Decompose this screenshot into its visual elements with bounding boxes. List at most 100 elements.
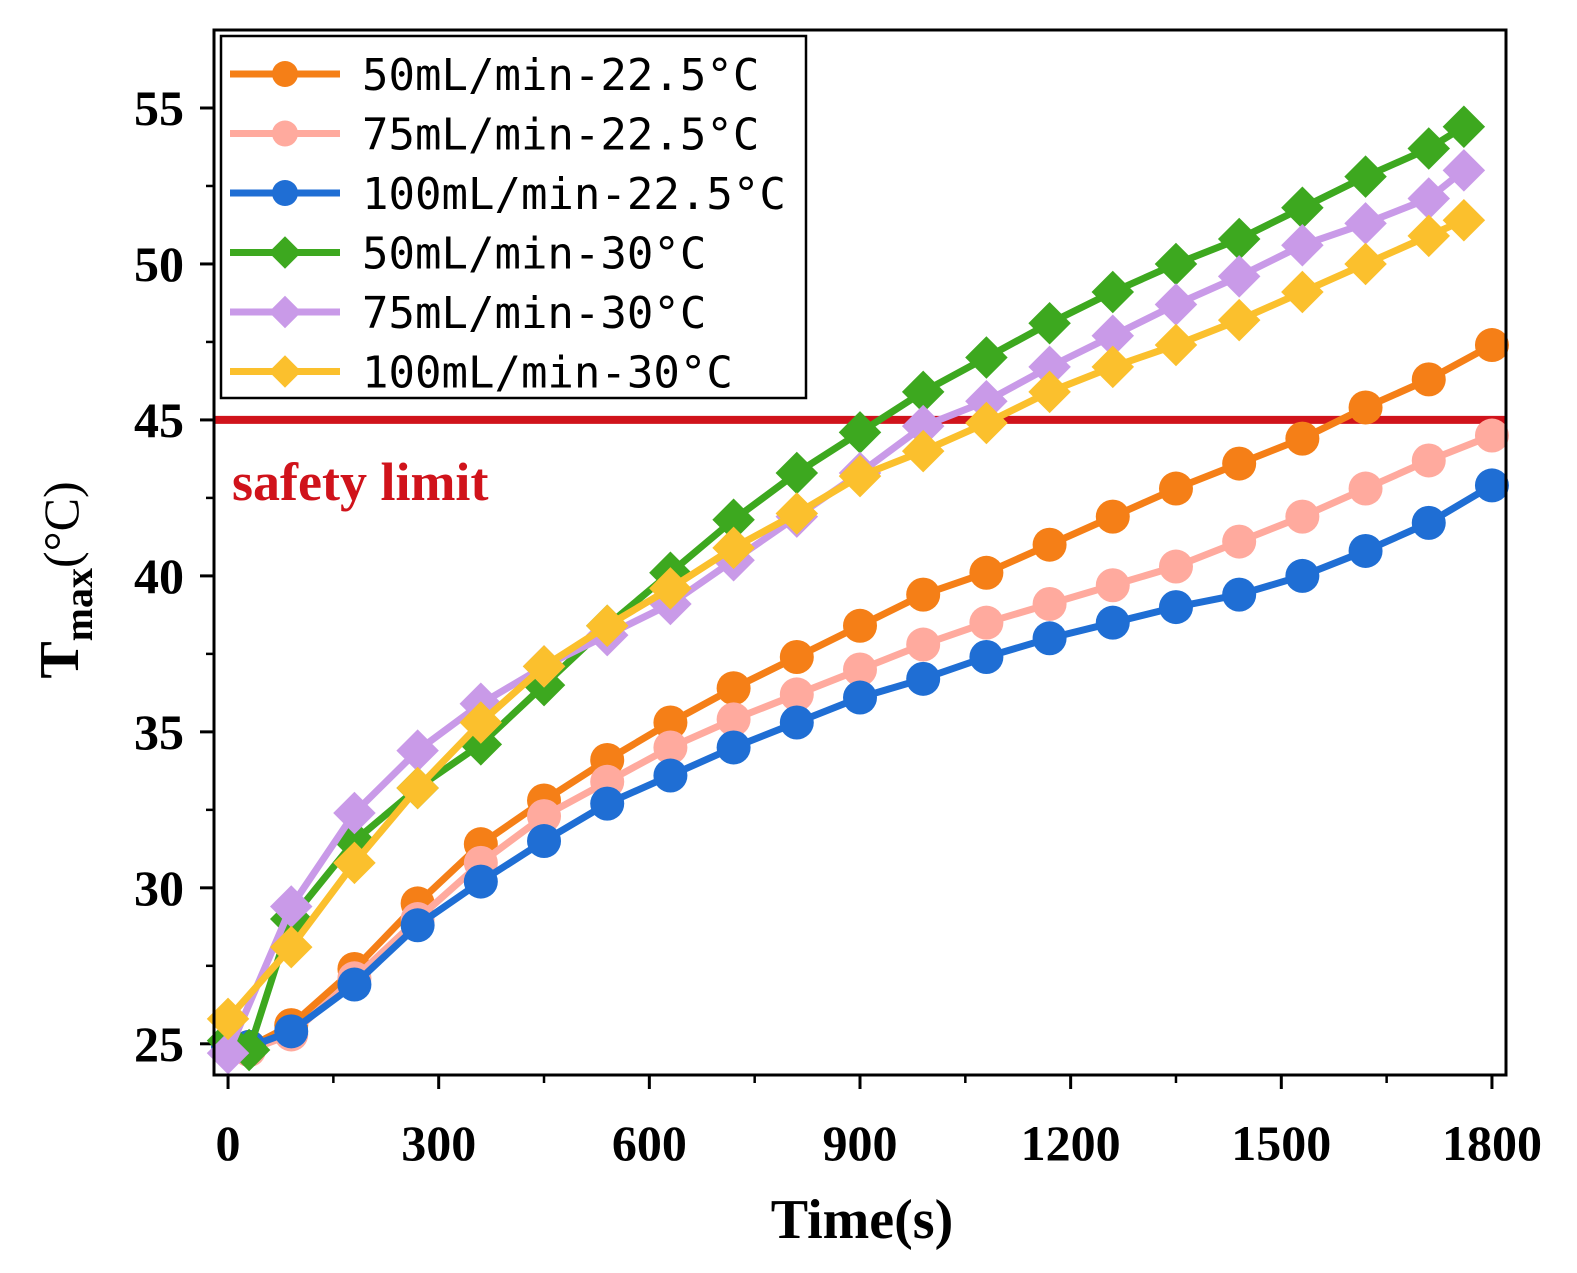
legend-label: 50mL/min-30°C (362, 229, 706, 280)
data-point (1222, 524, 1257, 559)
data-point (585, 604, 629, 648)
data-point (1154, 323, 1198, 367)
data-point (779, 640, 814, 674)
series-line (224, 341, 1496, 1051)
data-point (1344, 202, 1387, 245)
y-tick-label: 35 (134, 704, 184, 760)
data-point (1091, 314, 1135, 357)
data-point (1407, 177, 1451, 220)
data-point (1217, 298, 1261, 342)
data-point (1348, 390, 1383, 425)
data-point (838, 454, 882, 498)
data-point (1348, 471, 1383, 506)
data-point (1217, 255, 1261, 298)
data-point (1474, 328, 1509, 363)
legend-entry: 75mL/min-22.5°C (230, 110, 759, 161)
data-point (269, 885, 313, 928)
data-point (969, 555, 1004, 590)
data-point (1411, 362, 1446, 397)
legend-entry: 100mL/min-22.5°C (230, 169, 786, 220)
data-point (965, 401, 1008, 445)
data-point (649, 567, 692, 610)
data-point (965, 379, 1008, 423)
data-point (1344, 242, 1387, 286)
data-point (1032, 621, 1067, 656)
data-point (206, 1031, 250, 1075)
data-point (901, 429, 945, 473)
data-point (396, 729, 439, 772)
data-point (653, 758, 688, 793)
data-point (274, 1014, 309, 1049)
x-tick-label: 1800 (1442, 1115, 1542, 1171)
legend-entry: 50mL/min-30°C (230, 229, 706, 280)
series-group (206, 105, 1509, 1075)
y-tick-label: 45 (134, 392, 184, 448)
series-line (224, 481, 1496, 1051)
legend-label: 75mL/min-22.5°C (362, 110, 759, 161)
y-tick-label: 55 (134, 80, 184, 136)
data-point (1028, 345, 1071, 389)
data-point (1032, 527, 1067, 562)
series-3 (211, 468, 1509, 1064)
data-point (1281, 270, 1324, 314)
data-point (1158, 471, 1193, 506)
data-point (1222, 577, 1257, 612)
legend-box (219, 34, 808, 400)
data-point (906, 661, 941, 696)
data-point (400, 908, 435, 943)
series-6 (206, 199, 1486, 1041)
data-point (653, 705, 688, 740)
data-point (716, 671, 751, 706)
legend-label: 100mL/min-22.5°C (362, 169, 786, 220)
data-point (590, 786, 625, 821)
y-axis-title-sub: max (56, 568, 101, 641)
series-line (224, 123, 1468, 1054)
data-point (843, 680, 877, 715)
data-point (901, 404, 945, 448)
data-point (906, 627, 941, 662)
x-tick-label: 1500 (1231, 1115, 1331, 1171)
data-point (1442, 199, 1486, 242)
data-point (779, 705, 814, 740)
series-line (224, 432, 1496, 1054)
legend-label: 50mL/min-22.5°C (362, 50, 759, 101)
data-point (1091, 270, 1135, 314)
data-point (1407, 127, 1451, 170)
y-tick-label: 50 (134, 236, 184, 292)
data-point (1222, 446, 1257, 481)
data-point (527, 799, 562, 834)
legend-marker (268, 355, 302, 388)
legend-label: 75mL/min-30°C (362, 288, 706, 339)
legend-marker (272, 120, 298, 147)
data-point (716, 730, 751, 765)
data-point (206, 997, 250, 1041)
data-point (1348, 533, 1383, 568)
data-point (1407, 214, 1451, 258)
safety-limit-label: safety limit (232, 452, 488, 512)
data-point (838, 411, 882, 454)
data-point (712, 498, 755, 541)
data-point (459, 701, 503, 744)
data-point (269, 925, 313, 969)
x-tick-label: 1200 (1021, 1115, 1121, 1171)
x-tick-label: 0 (216, 1115, 241, 1171)
data-point (775, 492, 819, 535)
data-point (1442, 105, 1486, 148)
legend-marker (272, 180, 298, 206)
data-point (1281, 223, 1324, 267)
data-point (522, 645, 566, 688)
x-axis-title: Time(s) (771, 1189, 954, 1251)
data-point (1411, 505, 1446, 540)
data-point (396, 766, 439, 810)
data-point (527, 824, 562, 859)
data-point (333, 841, 376, 885)
y-axis-title: Tmax(°C) (29, 481, 101, 678)
data-point (1285, 499, 1320, 534)
data-point (1154, 283, 1198, 326)
data-point (1032, 586, 1067, 621)
y-axis-title-main: T (29, 641, 91, 678)
data-point (463, 864, 498, 899)
data-point (779, 677, 814, 712)
legend-marker (268, 236, 302, 269)
